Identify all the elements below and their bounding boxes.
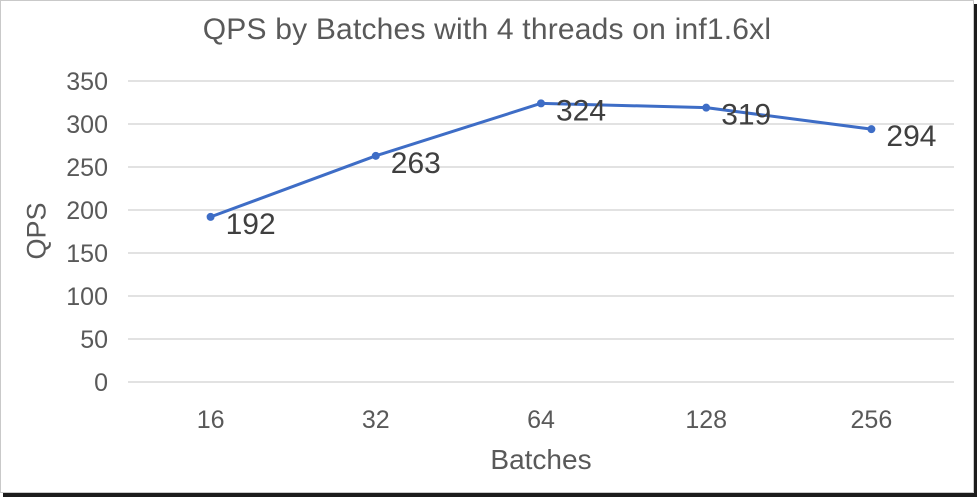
data-point-label: 294 xyxy=(886,120,936,153)
x-tick-label: 128 xyxy=(685,406,727,434)
data-point-label: 324 xyxy=(556,94,606,127)
x-tick-label: 32 xyxy=(362,406,390,434)
data-point-marker xyxy=(206,212,215,221)
y-tick-label: 150 xyxy=(66,240,108,268)
x-tick-label: 256 xyxy=(851,406,893,434)
y-tick-label: 200 xyxy=(66,197,108,225)
data-point-marker xyxy=(371,151,380,160)
x-axis-title: Batches xyxy=(490,444,592,475)
y-tick-label: 250 xyxy=(66,154,108,182)
data-point-label: 192 xyxy=(226,208,276,241)
y-tick-label: 50 xyxy=(80,326,108,354)
y-tick-label: 0 xyxy=(94,369,108,397)
y-tick-label: 350 xyxy=(66,68,108,96)
x-tick-label: 64 xyxy=(527,406,555,434)
data-point-marker xyxy=(537,99,545,108)
series-line xyxy=(209,101,873,219)
data-point-label: 263 xyxy=(391,147,441,180)
y-tick-label: 100 xyxy=(66,283,108,311)
x-tick-label: 16 xyxy=(197,406,225,434)
chart-title: QPS by Batches with 4 threads on inf1.6x… xyxy=(202,13,772,46)
data-point-label: 319 xyxy=(721,99,771,132)
data-point-marker xyxy=(702,103,711,112)
y-tick-label: 300 xyxy=(66,111,108,139)
data-point-marker xyxy=(867,125,876,134)
